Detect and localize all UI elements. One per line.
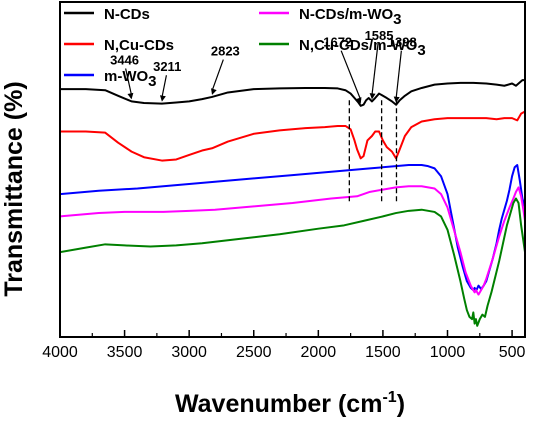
peak-label: 1585 [365,28,394,43]
peak-arrow-shaft [371,43,379,96]
plot-area [60,79,525,327]
legend-label-subscript: 3 [417,42,425,59]
x-tick-label: 1500 [365,344,401,361]
legend-entry: N,Cu-CDs [104,37,174,54]
peak-arrow-head [159,95,166,102]
legend-label: N-CDs [104,6,150,23]
x-tick-label: 2000 [301,344,337,361]
x-tick-label: 500 [499,344,526,361]
peak-label: 3446 [110,53,139,68]
legend-entry: m-WO3 [104,68,157,90]
peak-arrow-shaft [161,75,168,98]
series-line-3 [60,185,525,296]
series-line-0 [60,79,525,107]
peak-arrow-head [355,97,362,104]
x-axis-label-close: ) [397,390,405,418]
peak-arrow-shaft [211,59,224,92]
legend-label: N,Cu-CDs/m-WO [299,37,418,54]
peak-label: 2823 [211,44,240,59]
legend-label-subscript: 3 [148,73,156,90]
y-axis-label: Transmittance (%) [0,81,28,296]
legend-label-subscript: 3 [393,11,401,28]
peak-arrow-shaft [395,50,402,99]
x-tick-label: 3500 [107,344,143,361]
series-line-1 [60,110,525,162]
x-tick-label: 1000 [430,344,466,361]
x-tick-label: 2500 [236,344,272,361]
x-tick-label: 4000 [42,344,78,361]
legend-label: N,Cu-CDs [104,37,174,54]
legend: N-CDsN,Cu-CDsm-WO3N-CDs/m-WO3N,Cu-CDs/m-… [64,6,426,90]
legend-label: N-CDs/m-WO [299,6,393,23]
peak-label: 3211 [153,59,181,74]
peak-arrow-head [393,96,400,103]
peak-label: 1398 [388,35,417,50]
x-tick-label: 3000 [171,344,207,361]
series-line-4 [60,197,525,327]
x-axis-label-sup: -1 [382,389,396,406]
legend-entry: N,Cu-CDs/m-WO3 [299,37,426,59]
x-axis-label-main: Wavenumber (cm [175,390,382,418]
peak-arrow-head [369,93,376,100]
series-line-2 [60,164,525,293]
x-axis: 4000 3500 3000 2500 2000 1500 1000 500 [42,330,526,361]
plot-frame [59,1,526,338]
peak-arrow-shaft [340,50,362,101]
legend-entry: N-CDs [104,6,150,23]
plot-border [59,1,526,338]
legend-label: m-WO [104,68,148,85]
legend-entry: N-CDs/m-WO3 [299,6,402,28]
x-axis-label: Wavenumber (cm-1) [175,389,405,418]
peak-label: 1672 [323,35,352,50]
peak-arrow-shaft [125,68,133,96]
peak-arrow-head [211,88,217,95]
peak-arrow-head [127,92,134,100]
